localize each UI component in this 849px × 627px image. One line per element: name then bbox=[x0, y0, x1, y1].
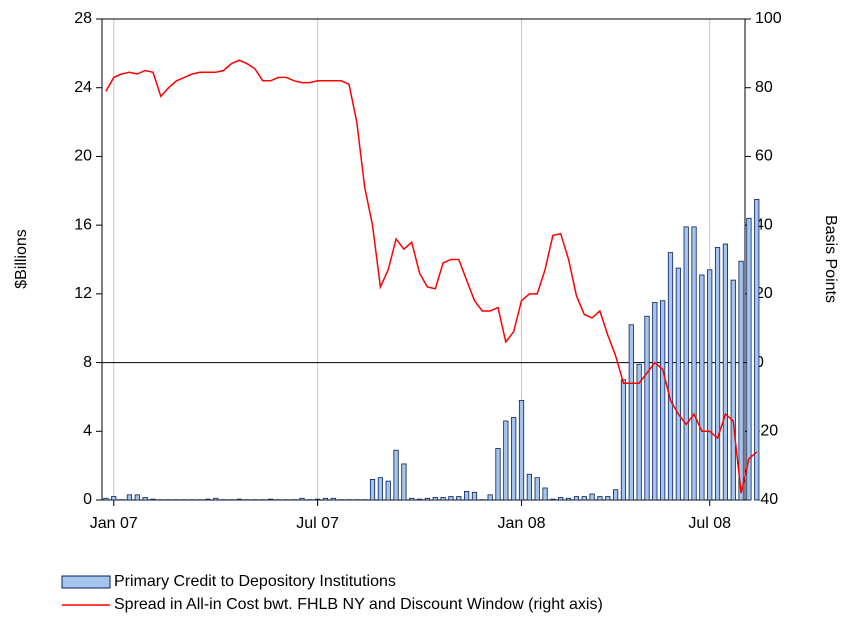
bar bbox=[440, 497, 446, 501]
bar bbox=[267, 498, 274, 501]
bar bbox=[142, 497, 148, 501]
bar bbox=[330, 497, 336, 501]
bar bbox=[605, 496, 611, 501]
bar bbox=[526, 473, 532, 501]
bar bbox=[550, 498, 556, 501]
y2-tick-label: -20 bbox=[755, 423, 778, 440]
x-tick-label: Jul 07 bbox=[296, 515, 339, 532]
bar bbox=[558, 497, 564, 501]
bar bbox=[409, 497, 415, 501]
legend-swatch bbox=[61, 575, 111, 589]
bar bbox=[613, 489, 619, 501]
bar bbox=[722, 243, 728, 501]
x-tick-label: Jul 08 bbox=[688, 515, 731, 532]
bar bbox=[652, 302, 658, 501]
y-tick-label: 24 bbox=[74, 79, 92, 96]
bar bbox=[205, 498, 211, 501]
bar bbox=[511, 417, 517, 501]
bar bbox=[150, 498, 156, 501]
bar bbox=[471, 491, 478, 501]
legend-label: Primary Credit to Depository Institution… bbox=[114, 573, 396, 590]
y2-tick-label: 20 bbox=[755, 285, 773, 302]
bar bbox=[448, 496, 454, 501]
bar bbox=[236, 498, 242, 501]
bar bbox=[691, 226, 697, 501]
bar bbox=[754, 198, 760, 501]
bar bbox=[573, 496, 580, 501]
bar bbox=[730, 279, 736, 501]
bar bbox=[589, 493, 595, 501]
y2-tick-label: 80 bbox=[755, 79, 773, 96]
bar bbox=[707, 269, 713, 501]
bar bbox=[495, 448, 501, 501]
bar bbox=[518, 399, 525, 501]
y2-axis-label: Basis Points bbox=[822, 215, 839, 303]
bar bbox=[315, 498, 321, 501]
bar bbox=[714, 247, 721, 501]
bar bbox=[424, 497, 431, 501]
bar bbox=[369, 478, 376, 501]
y-tick-label: 4 bbox=[83, 423, 92, 440]
bar bbox=[134, 494, 140, 501]
y2-tick-label: 40 bbox=[755, 216, 773, 233]
y-tick-label: 28 bbox=[74, 10, 92, 27]
y-axis-label: $Billions bbox=[13, 229, 30, 289]
bar bbox=[487, 494, 493, 501]
line bbox=[105, 59, 758, 494]
bar bbox=[699, 274, 705, 501]
bar bbox=[464, 491, 470, 501]
bar bbox=[675, 267, 681, 501]
x-tick-label: Jan 08 bbox=[497, 515, 545, 532]
bar bbox=[660, 300, 666, 501]
x-tick-label: Jan 07 bbox=[90, 515, 138, 532]
y-tick-label: 12 bbox=[74, 285, 92, 302]
bar bbox=[628, 324, 634, 501]
bar bbox=[746, 217, 752, 501]
y2-tick-label: 60 bbox=[755, 148, 773, 165]
bar bbox=[299, 497, 305, 501]
bar bbox=[416, 498, 423, 501]
y-tick-label: 8 bbox=[83, 354, 92, 371]
bar bbox=[126, 494, 133, 501]
y-tick-label: 20 bbox=[74, 148, 92, 165]
bar bbox=[542, 487, 548, 501]
bar bbox=[503, 420, 509, 501]
bar bbox=[620, 379, 627, 501]
bar bbox=[393, 449, 399, 501]
y-tick-label: 0 bbox=[83, 491, 92, 508]
bar bbox=[667, 252, 674, 501]
bar bbox=[432, 497, 438, 501]
bar bbox=[644, 315, 650, 501]
bar bbox=[581, 496, 587, 501]
bar bbox=[377, 477, 383, 501]
plot-frame bbox=[101, 18, 746, 501]
bar bbox=[636, 363, 642, 501]
bar bbox=[738, 260, 744, 501]
bar bbox=[534, 477, 540, 501]
y2-tick-label: 100 bbox=[755, 10, 782, 27]
bar bbox=[385, 480, 391, 501]
bar bbox=[213, 497, 219, 501]
legend-label: Spread in All-in Cost bwt. FHLB NY and D… bbox=[114, 596, 603, 613]
y2-tick-label: 0 bbox=[755, 354, 764, 371]
bar bbox=[401, 463, 407, 501]
y-tick-label: 16 bbox=[74, 216, 92, 233]
bar bbox=[103, 497, 109, 501]
bar bbox=[322, 497, 329, 501]
bar bbox=[456, 496, 462, 501]
bar bbox=[683, 226, 689, 501]
y2-tick-label: -40 bbox=[755, 491, 778, 508]
bar bbox=[111, 496, 117, 501]
bar bbox=[597, 496, 603, 501]
bar bbox=[565, 497, 572, 501]
